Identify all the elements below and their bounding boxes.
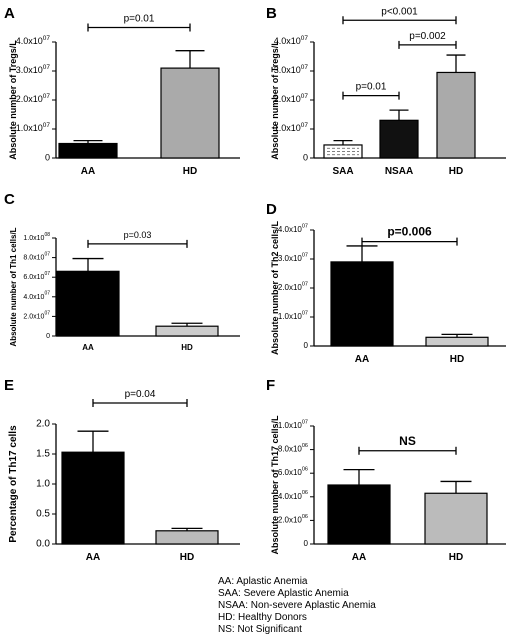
y-axis-label: Percentage of Th17 cells — [8, 425, 19, 543]
legend-line: AA: Aplastic Anemia — [218, 576, 308, 587]
y-tick-label: 2.0 — [36, 419, 50, 430]
y-axis-label: Absolute number of Tregs/L — [270, 40, 280, 160]
bar — [327, 484, 391, 545]
category-label: HD — [449, 552, 463, 563]
legend-line: HD: Healthy Donors — [218, 612, 307, 623]
panel-d: D 0 1.0x1007 2.0x1007 3.0x1007 4.0x1007Absolu… — [266, 201, 506, 365]
y-tick-label: 1.0x1007 — [278, 420, 308, 430]
y-tick-label: 1.0 — [36, 479, 50, 490]
y-tick-label: 0 — [46, 333, 50, 340]
panel-letter: C — [4, 191, 15, 208]
y-tick-label: 4.0x1006 — [278, 491, 308, 501]
bar — [61, 451, 125, 545]
y-tick-label: 6.0x1007 — [23, 271, 50, 281]
y-tick-label: 1.0x1007 — [278, 311, 308, 321]
y-tick-label: 0.5 — [36, 509, 50, 520]
y-tick-label: 2.0x1007 — [23, 311, 50, 321]
legend-line: NS: Not Significant — [218, 624, 302, 635]
p-value-label: p=0.01 — [356, 82, 387, 93]
category-label: AA — [81, 166, 95, 177]
y-axis-label: Absolute number of Tregs/L — [8, 40, 18, 160]
y-tick-label: 2.0x1006 — [278, 514, 308, 524]
category-label: AA — [355, 354, 369, 365]
panel-letter: E — [4, 377, 14, 394]
bar — [160, 67, 220, 159]
panel-a: A 0 1.0x1007 2.0x1007 3.0x1007 4.0x1007Absolu… — [4, 5, 240, 177]
category-label: HD — [450, 354, 464, 365]
panel-letter: F — [266, 377, 275, 394]
abbreviation-legend: AA: Aplastic Anemia SAA: Severe Aplastic… — [218, 576, 376, 636]
bar — [425, 336, 489, 347]
y-tick-label: 4.0x1007 — [278, 224, 308, 234]
category-label: AA — [352, 552, 366, 563]
panel-c: C 0 2.0x1007 4.0x1007 6.0x1007 8.0x1007 1.0x10… — [4, 191, 240, 352]
y-tick-label: 3.0x1007 — [278, 253, 308, 263]
bar — [155, 325, 219, 337]
y-tick-label: 0 — [303, 152, 308, 162]
category-label: SAA — [332, 166, 353, 177]
panel-e: E 0.0 0.5 1.0 1.5 2.0 Percentage of Th17 cells… — [4, 377, 240, 563]
y-tick-label: 4.0x1007 — [16, 35, 51, 47]
panel-b: B 0 1.0x1007 2.0x1007 3.0x1007 4.0x1007Absolu… — [266, 5, 506, 177]
y-tick-label: 3.0x1007 — [274, 64, 309, 76]
y-tick-label: 8.0x1006 — [278, 443, 308, 453]
category-label: AA — [86, 552, 100, 563]
category-label: NSAA — [385, 166, 413, 177]
y-tick-label: 0.0 — [36, 539, 50, 550]
y-tick-label: 0 — [304, 341, 309, 350]
p-value-label: p=0.002 — [409, 31, 446, 42]
panel-letter: D — [266, 201, 277, 218]
y-tick-label: 0 — [304, 539, 309, 548]
panel-letter: A — [4, 5, 15, 22]
bar — [330, 261, 394, 347]
bar — [424, 492, 488, 545]
bar — [379, 119, 419, 159]
category-label: HD — [180, 552, 194, 563]
y-tick-label: 6.0x1006 — [278, 467, 308, 477]
y-tick-label: 2.0x1007 — [274, 93, 309, 105]
y-tick-label: 1.5 — [36, 449, 50, 460]
y-tick-label: 4.0x1007 — [274, 35, 309, 47]
y-axis-label: Absolute number of Th2 cells/L — [270, 220, 280, 355]
y-axis-label: Absolute number of Th17 cells/L — [270, 415, 280, 555]
panel-f: F 0 2.0x1006 4.0x1006 6.0x1006 8.0x1006 1.0x10… — [266, 377, 506, 563]
y-tick-label: 1.0x1008 — [23, 232, 50, 242]
bar — [58, 142, 118, 159]
y-tick-label: 2.0x1007 — [278, 282, 308, 292]
bar — [155, 530, 219, 545]
legend-line: SAA: Severe Aplastic Anemia — [218, 588, 349, 599]
y-tick-label: 0 — [45, 152, 50, 162]
panel-letter: B — [266, 5, 277, 22]
y-tick-label: 2.0x1007 — [16, 93, 51, 105]
p-value-label: p=0.01 — [124, 14, 155, 25]
bar — [436, 71, 476, 159]
y-tick-label: 3.0x1007 — [16, 64, 51, 76]
p-value-label: p=0.03 — [124, 230, 152, 240]
category-label: HD — [183, 166, 197, 177]
p-value-label: p<0.001 — [381, 6, 418, 17]
y-tick-label: 8.0x1007 — [23, 252, 50, 262]
category-label: HD — [181, 343, 193, 352]
category-label: AA — [82, 343, 94, 352]
p-value-label: p=0.04 — [125, 389, 156, 400]
y-axis-label: Absolute number of Th1 cells/L — [9, 227, 18, 346]
y-tick-label: 1.0x1007 — [16, 122, 51, 134]
y-tick-label: 1.0x1007 — [274, 122, 309, 134]
p-value-label: NS — [399, 434, 416, 448]
y-tick-label: 4.0x1007 — [23, 291, 50, 301]
category-label: HD — [449, 166, 463, 177]
legend-line: NSAA: Non-severe Aplastic Anemia — [218, 600, 376, 611]
bar — [56, 270, 120, 337]
p-value-label: p=0.006 — [387, 225, 432, 239]
